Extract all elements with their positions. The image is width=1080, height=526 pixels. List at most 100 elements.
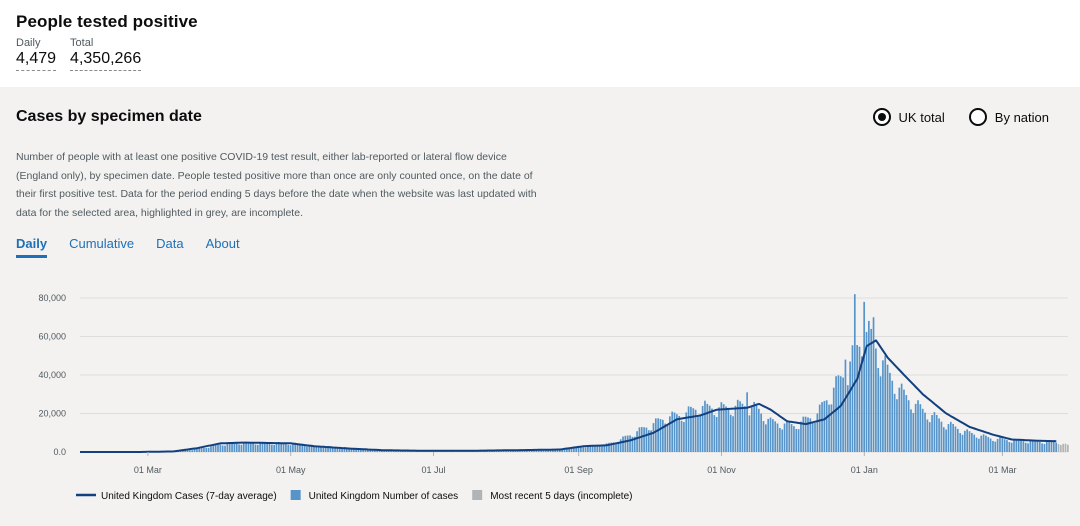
daily-bar (551, 449, 554, 452)
daily-bar (807, 417, 809, 452)
daily-bar (903, 389, 905, 452)
daily-bar (235, 443, 238, 452)
daily-bar (301, 444, 304, 452)
daily-bar (226, 443, 229, 452)
x-tick-label: 01 Jan (851, 465, 878, 475)
total-stat[interactable]: Total 4,350,266 (70, 37, 142, 71)
daily-bar (842, 377, 844, 452)
daily-bar (577, 446, 580, 452)
daily-bar (364, 449, 367, 452)
daily-bar (1024, 442, 1027, 452)
daily-bar (338, 448, 341, 452)
daily-bar (980, 435, 983, 452)
daily-bar (676, 414, 678, 452)
daily-bar (654, 418, 657, 452)
daily-bar (725, 406, 727, 452)
daily-bar (910, 409, 912, 452)
daily-bar (978, 438, 980, 452)
daily-bar (565, 448, 568, 452)
radio-unchecked-icon[interactable] (968, 108, 987, 126)
daily-bar (669, 416, 671, 452)
daily-bar (1043, 443, 1046, 452)
daily-bar (1036, 441, 1039, 452)
daily-bar (570, 447, 573, 452)
daily-bar (313, 445, 315, 452)
card-title: Cases by specimen date (16, 108, 202, 125)
tab-daily[interactable]: Daily (16, 236, 48, 258)
daily-bar (750, 406, 753, 452)
daily-bar (685, 412, 688, 452)
daily-bar (678, 415, 681, 452)
daily-bar (369, 449, 372, 452)
daily-bar (853, 294, 856, 452)
incomplete-bar (1059, 445, 1062, 452)
total-value[interactable]: 4,350,266 (70, 49, 142, 71)
daily-bar (270, 444, 273, 452)
daily-bar (968, 431, 971, 452)
daily-bar (989, 438, 992, 452)
daily-bar (198, 448, 201, 452)
daily-bar (832, 387, 835, 452)
daily-bar (718, 407, 720, 452)
incomplete-bar (1064, 443, 1067, 452)
y-tick-label: 80,000 (38, 293, 66, 303)
daily-bar (683, 421, 685, 452)
legend-box-swatch (290, 490, 301, 500)
daily-bar (1022, 441, 1025, 452)
y-tick-label: 60,000 (38, 332, 66, 342)
daily-bar (753, 401, 755, 452)
daily-bar (652, 423, 655, 452)
daily-bar (261, 441, 264, 452)
incomplete-bar (1062, 443, 1065, 452)
daily-bar (643, 427, 645, 452)
radio-by-nation[interactable]: By nation (968, 108, 1049, 126)
daily-bar (769, 417, 772, 452)
legend-label: United Kingdom Cases (7-day average) (101, 491, 277, 502)
daily-bar (697, 415, 699, 452)
x-tick-label: 01 Nov (707, 465, 736, 475)
daily-bar (956, 428, 959, 452)
daily-bar (1055, 442, 1057, 452)
daily-bar (1034, 440, 1036, 452)
daily-bar (341, 447, 343, 452)
daily-bar (1015, 439, 1018, 452)
daily-bar (205, 448, 208, 452)
daily-bar (1045, 441, 1048, 452)
average-line (80, 339, 1057, 453)
daily-bar (933, 412, 936, 452)
daily-bar (875, 348, 877, 452)
daily-bar (907, 400, 910, 452)
daily-bar (865, 331, 868, 452)
x-tick-label: 01 Mar (988, 465, 1016, 475)
daily-bar (334, 447, 336, 452)
daily-stat[interactable]: Daily 4,479 (16, 37, 57, 71)
tab-data[interactable]: Data (156, 236, 184, 251)
radio-uk-total[interactable]: UK total (872, 108, 945, 126)
y-tick-label: 20,000 (38, 409, 66, 419)
x-tick-label: 01 Jul (422, 465, 446, 475)
cases-card: Cases by specimen date UK total By natio… (0, 87, 1080, 526)
daily-bar (783, 423, 786, 452)
daily-bar (563, 448, 566, 452)
daily-bar (561, 448, 563, 452)
incomplete-bar (1057, 444, 1060, 452)
daily-bar (1013, 440, 1015, 452)
daily-bar (266, 442, 269, 452)
daily-bar (886, 364, 889, 452)
daily-value[interactable]: 4,479 (16, 49, 57, 71)
daily-bar (282, 443, 285, 452)
daily-bar (1048, 440, 1050, 452)
tab-cumulative[interactable]: Cumulative (69, 236, 135, 251)
radio-checked-icon[interactable] (872, 108, 891, 126)
daily-bar (348, 447, 350, 452)
daily-bar (973, 434, 976, 452)
daily-bar (673, 412, 676, 452)
card-description: Number of people with at least one posit… (16, 151, 537, 219)
daily-bar (788, 422, 791, 452)
daily-bar (746, 392, 748, 452)
tab-about[interactable]: About (205, 236, 240, 251)
daily-bar (949, 421, 952, 452)
daily-bar (914, 403, 917, 452)
daily-bar (219, 444, 222, 452)
daily-bar (184, 450, 187, 452)
